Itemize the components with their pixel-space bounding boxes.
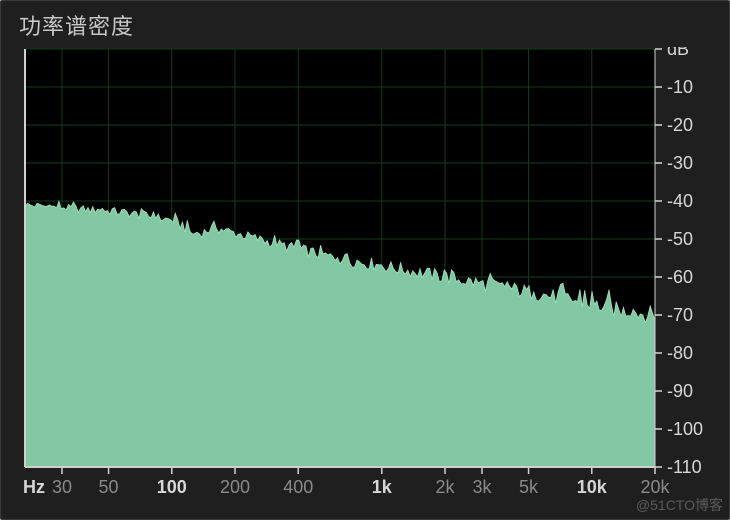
y-tick-label: dB [667,47,689,59]
x-tick-label: 3k [472,477,492,497]
psd-plot: dB -10 -20 -30 -40 -50 -60 -70 -80 -90 -100 -110 Hz 3… [19,47,713,503]
y-tick-label: -30 [667,153,693,173]
y-tick-label: -20 [667,115,693,135]
x-unit-label: Hz [23,477,45,497]
x-axis: Hz 30 50 100 200 400 1k 2k 3k 5k 10k 20k [23,467,671,497]
y-tick-label: -60 [667,267,693,287]
x-tick-label: 100 [157,477,187,497]
y-tick-label: -10 [667,77,693,97]
x-tick-label: 30 [52,477,72,497]
y-tick-label: -90 [667,381,693,401]
y-tick-label: -50 [667,229,693,249]
y-tick-label: -40 [667,191,693,211]
y-tick-label: -110 [667,457,702,477]
x-tick-label: 20k [640,477,670,497]
psd-panel: 功率谱密度 dB -10 -20 -30 -40 -50 -60 -70 -80 -90 -100 -… [0,0,730,520]
x-tick-label: 10k [577,477,608,497]
x-tick-label: 200 [220,477,250,497]
x-tick-label: 2k [435,477,455,497]
x-tick-label: 1k [372,477,393,497]
x-tick-label: 5k [519,477,539,497]
panel-title: 功率谱密度 [19,9,134,41]
x-tick-label: 400 [283,477,313,497]
psd-svg: dB -10 -20 -30 -40 -50 -60 -70 -80 -90 -100 -110 Hz 3… [19,47,713,503]
x-tick-label: 50 [99,477,119,497]
y-tick-label: -70 [667,305,693,325]
y-axis: dB -10 -20 -30 -40 -50 -60 -70 -80 -90 -100 -110 [655,47,703,477]
y-tick-label: -80 [667,343,693,363]
y-tick-label: -100 [667,419,703,439]
